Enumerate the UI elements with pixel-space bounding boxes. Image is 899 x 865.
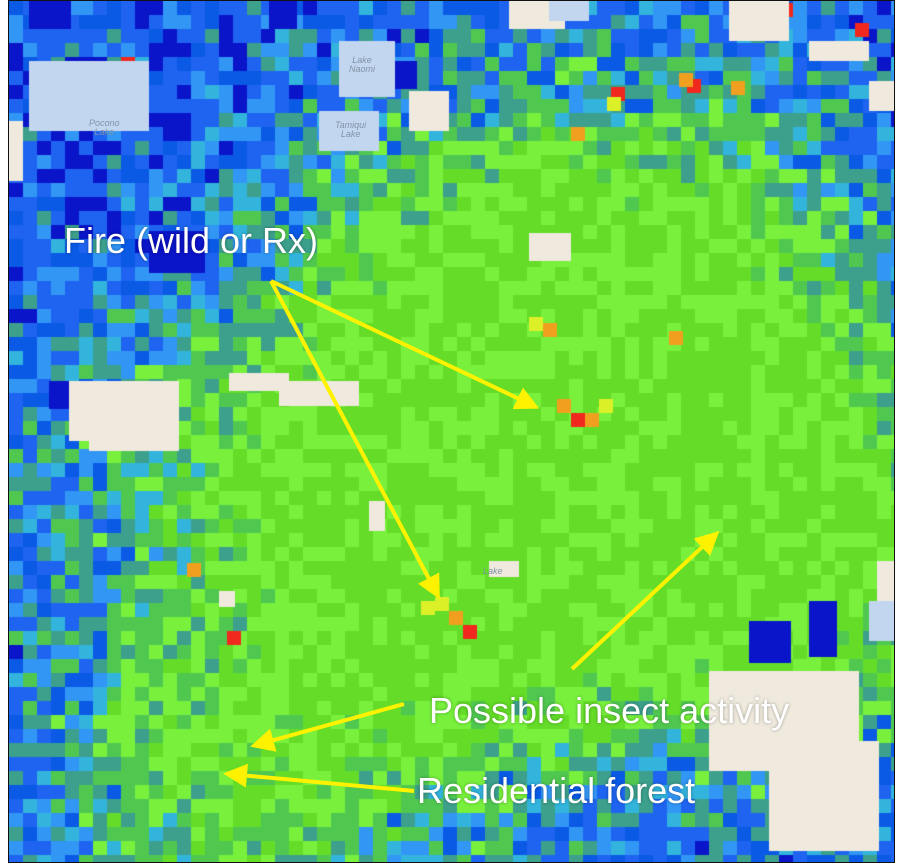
place-label-lake-naomi: Lake Naomi bbox=[349, 55, 376, 75]
residential-forest-label: Residential forest bbox=[417, 770, 696, 811]
insect-activity-label: Possible insect activity bbox=[429, 690, 790, 731]
fire-arrow-south bbox=[269, 280, 440, 600]
fire-arrow-east bbox=[270, 279, 540, 410]
insect-arrow-west bbox=[250, 702, 405, 752]
map-frame: Pocono Lake Lake Naomi Tamiqui Lake Lake… bbox=[8, 0, 895, 863]
fire-label: Fire (wild or Rx) bbox=[64, 220, 319, 261]
disturbance-raster-map bbox=[9, 1, 894, 862]
place-label-pocono-lake: Pocono Lake bbox=[89, 118, 120, 138]
annotation-arrows bbox=[223, 279, 720, 793]
place-label-lake: Lake bbox=[483, 566, 503, 576]
insect-arrow-northeast bbox=[570, 530, 720, 671]
place-label-tamiqui-lake: Tamiqui Lake bbox=[335, 120, 367, 140]
residential-arrow-west bbox=[223, 763, 415, 793]
